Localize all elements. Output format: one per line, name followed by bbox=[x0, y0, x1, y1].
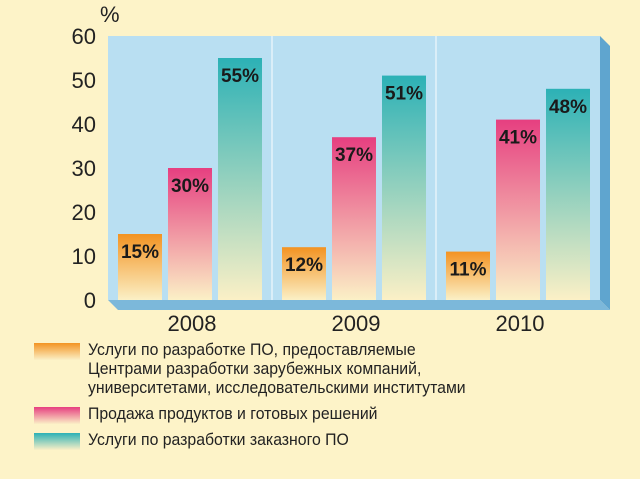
x-category-label: 2010 bbox=[496, 311, 545, 336]
plot-bottom-face bbox=[108, 300, 610, 310]
x-category-label: 2009 bbox=[332, 311, 381, 336]
chart-plot: 0 10 20 30 40 50 60 15% 30% 55% 2008 12% 37% 51% 2009 1… bbox=[72, 24, 610, 336]
bar-value-label: 55% bbox=[221, 66, 259, 87]
legend-item-custom-software: Услуги по разработки заказного ПО bbox=[28, 430, 628, 450]
y-tick-label: 50 bbox=[72, 68, 96, 93]
legend-swatch-orange bbox=[34, 343, 80, 360]
bar-2010-series-1 bbox=[446, 251, 490, 300]
bar-value-label: 11% bbox=[450, 260, 487, 281]
legend-swatch-pink bbox=[34, 407, 80, 424]
y-tick-label: 20 bbox=[72, 200, 96, 225]
x-category-label: 2008 bbox=[168, 311, 217, 336]
bar-2010-series-2 bbox=[496, 119, 540, 300]
bar-value-label: 41% bbox=[499, 128, 537, 149]
y-tick-label: 10 bbox=[72, 244, 96, 269]
bar-value-label: 37% bbox=[335, 145, 373, 166]
y-tick-label: 0 bbox=[84, 288, 96, 313]
legend-label: Услуги по разработке ПО, предоставляемые… bbox=[88, 340, 466, 397]
y-axis-unit: % bbox=[100, 2, 120, 27]
bar-2009-series-3 bbox=[382, 75, 426, 300]
bar-value-label: 12% bbox=[285, 255, 323, 276]
bar-2008-series-1 bbox=[118, 234, 162, 300]
legend: Услуги по разработке ПО, предоставляемые… bbox=[28, 340, 628, 456]
bar-value-label: 15% bbox=[121, 242, 159, 263]
legend-item-outsourcing-centers: Услуги по разработке ПО, предоставляемые… bbox=[28, 340, 628, 398]
y-tick-label: 40 bbox=[72, 112, 96, 137]
bar-2009-series-1 bbox=[282, 247, 326, 300]
bar-value-label: 48% bbox=[549, 97, 587, 118]
bar-value-label: 30% bbox=[171, 176, 209, 197]
bar-2009-series-2 bbox=[332, 137, 376, 300]
y-tick-label: 30 bbox=[72, 156, 96, 181]
bar-2008-series-2 bbox=[168, 168, 212, 300]
legend-label: Услуги по разработки заказного ПО bbox=[88, 430, 349, 449]
legend-label: Продажа продуктов и готовых решений bbox=[88, 404, 378, 423]
plot-side-face bbox=[600, 36, 610, 310]
y-tick-label: 60 bbox=[72, 24, 96, 49]
bar-2010-series-3 bbox=[546, 88, 590, 300]
bar-2008-series-3 bbox=[218, 58, 262, 300]
legend-swatch-teal bbox=[34, 433, 80, 450]
bar-value-label: 51% bbox=[385, 84, 423, 105]
legend-item-products-sales: Продажа продуктов и готовых решений bbox=[28, 404, 628, 424]
